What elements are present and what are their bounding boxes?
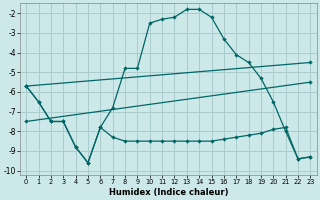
X-axis label: Humidex (Indice chaleur): Humidex (Indice chaleur) — [108, 188, 228, 197]
